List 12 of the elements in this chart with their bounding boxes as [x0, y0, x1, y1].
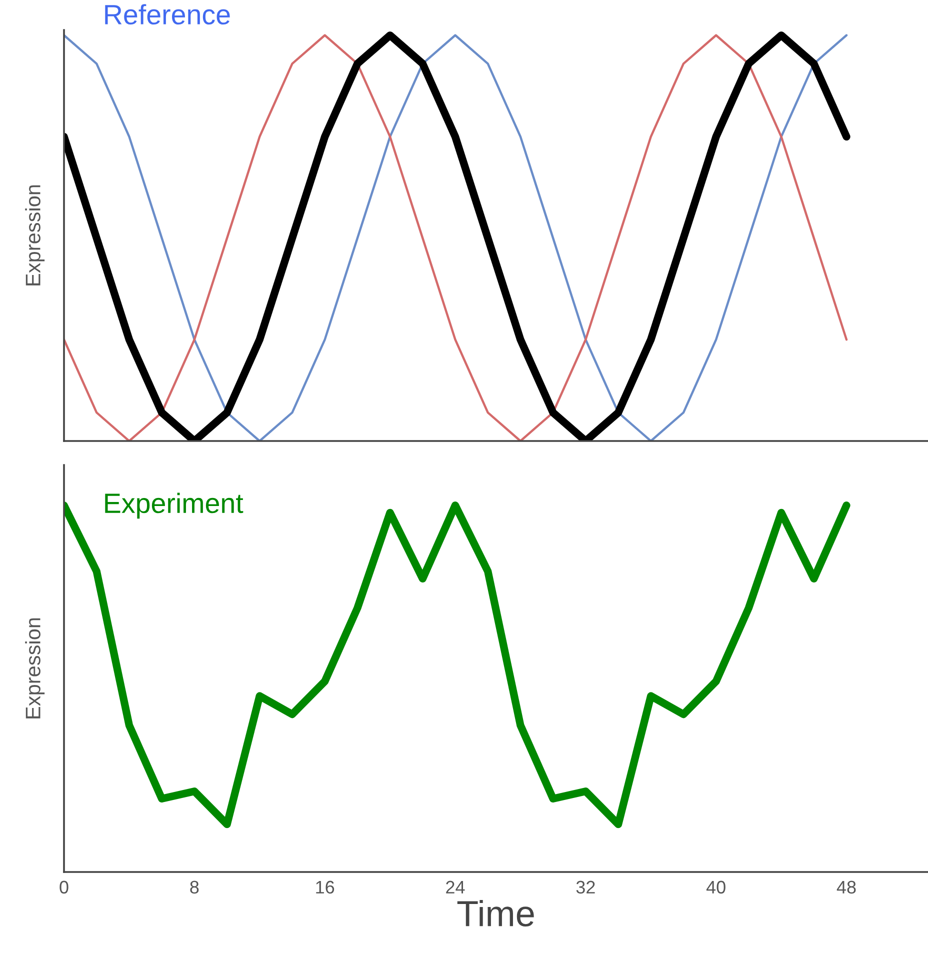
x-tick-label: 8	[190, 880, 199, 894]
series-label: Experiment	[105, 492, 244, 519]
x-tick-label: 32	[576, 880, 595, 894]
y-axis-title: Expression	[25, 185, 45, 286]
x-tick-label: 16	[316, 880, 334, 894]
chart-title: Reference	[105, 4, 230, 25]
x-tick-label: 0	[60, 880, 68, 894]
x-axis-title: Time	[457, 900, 534, 926]
x-tick-label: 40	[706, 880, 726, 894]
x-tick-label: 48	[836, 880, 856, 894]
x-tick-label: 24	[446, 880, 465, 894]
y-axis-title: Expression	[25, 618, 45, 718]
